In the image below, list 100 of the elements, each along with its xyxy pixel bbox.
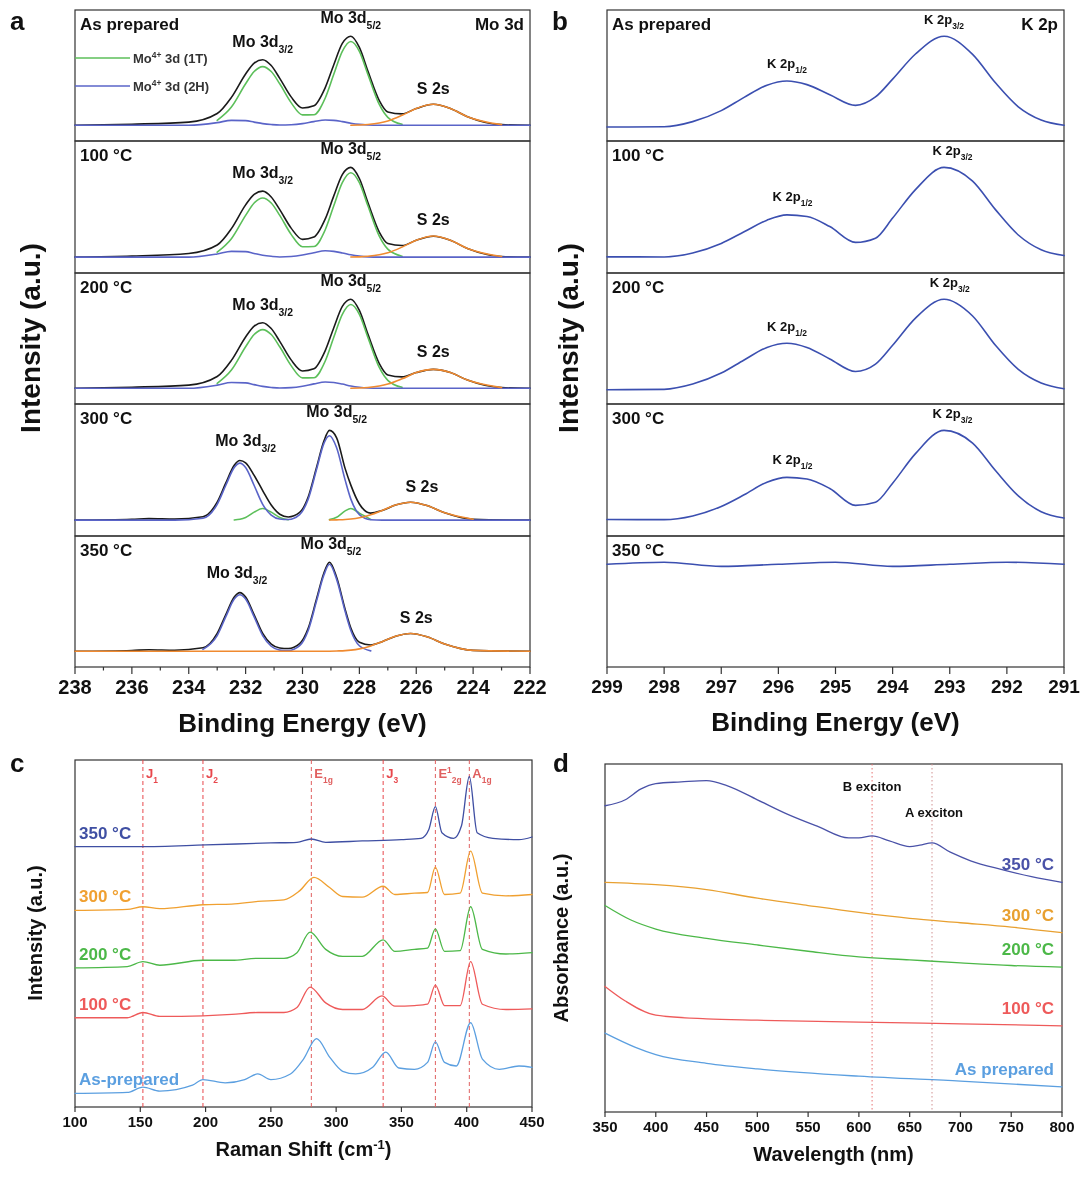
- annotation: S 2s: [416, 342, 450, 360]
- text: b: [552, 6, 568, 36]
- legend-label: Mo$^{4+}$ 3d (2H): [133, 78, 210, 94]
- annotation: Mo 3d$_{5/2}$: [300, 534, 362, 557]
- x-tick-label: 350: [388, 1113, 414, 1130]
- series-label: 300 °C: [79, 887, 132, 907]
- annotation: S 2s: [416, 211, 450, 229]
- chart-title: 100 °C: [80, 146, 133, 165]
- annotation: S 2s: [405, 477, 439, 495]
- ref-line-label: A$_{1g}$: [472, 766, 492, 785]
- ref-line-label: J$_{1}$: [145, 766, 159, 785]
- annotation: K 2p$_{1/2}$: [767, 55, 808, 75]
- x-axis-title: Raman Shift (cm$^{-1}$): [215, 1136, 392, 1160]
- x-tick-label: 350: [592, 1118, 618, 1135]
- text: K 2p: [1021, 15, 1058, 34]
- x-tick-label: 250: [258, 1113, 284, 1130]
- ref-line-label: J$_{3}$: [386, 766, 399, 785]
- text: a: [10, 6, 25, 36]
- annotation: S 2s: [416, 79, 450, 97]
- series-label: 350 °C: [79, 823, 132, 843]
- annotation: S 2s: [399, 608, 433, 626]
- annotation: Mo 3d$_{3/2}$: [232, 163, 294, 186]
- x-tick-label: 230: [285, 676, 320, 698]
- x-tick-label: 222: [513, 676, 547, 698]
- chart-title: 300 °C: [80, 409, 133, 428]
- chart-title: 350 °C: [612, 541, 665, 560]
- y-axis-title: Intensity (a.u.): [553, 243, 584, 433]
- y-axis-title: Intensity (a.u.): [15, 243, 46, 433]
- series-label: As prepared: [954, 1059, 1054, 1079]
- series-label: 350 °C: [1001, 855, 1054, 875]
- x-axis-title: Wavelength (nm): [753, 1143, 914, 1165]
- legend-label: Mo$^{4+}$ 3d (1T): [133, 50, 208, 66]
- x-tick-label: 298: [648, 676, 680, 697]
- x-axis-title: Binding Energy (eV): [178, 707, 427, 738]
- x-tick-label: 650: [897, 1118, 923, 1135]
- x-tick-label: 600: [846, 1118, 872, 1135]
- x-tick-label: 150: [127, 1113, 153, 1130]
- text: K 2p$_{3/2}$: [924, 11, 965, 31]
- series-label: 100 °C: [79, 994, 132, 1014]
- x-tick-label: 224: [456, 676, 491, 698]
- x-tick-label: 297: [705, 676, 738, 697]
- y-axis-title: Absorbance (a.u.): [550, 853, 572, 1023]
- series-label: 200 °C: [79, 944, 132, 964]
- chart-title: 200 °C: [612, 278, 665, 297]
- text: Mo 3d: [474, 15, 524, 34]
- x-tick-label: 296: [762, 676, 795, 697]
- x-tick-label: 500: [744, 1118, 770, 1135]
- x-tick-label: 291: [1048, 676, 1081, 697]
- ref-line-label: E$_{1g}$: [314, 766, 333, 785]
- annotation: Mo 3d$_{3/2}$: [232, 295, 294, 318]
- text: d: [553, 748, 569, 778]
- text: K 2p$_{3/2}$: [929, 274, 971, 294]
- x-tick-label: 295: [819, 676, 852, 697]
- annotation: Mo 3d$_{3/2}$: [232, 32, 294, 55]
- text: K 2p$_{3/2}$: [932, 405, 973, 425]
- annotation: B exciton: [842, 778, 902, 794]
- series-label: As-prepared: [79, 1070, 180, 1090]
- x-tick-label: 450: [694, 1118, 720, 1135]
- x-tick-label: 294: [876, 676, 909, 697]
- ref-line-label: J$_{2}$: [205, 766, 219, 785]
- series-label: 300 °C: [1001, 905, 1054, 925]
- x-tick-label: 200: [193, 1113, 219, 1130]
- series-label: 200 °C: [1001, 940, 1054, 960]
- annotation: Mo 3d$_{5/2}$: [306, 402, 368, 425]
- y-axis-title: Intensity (a.u.): [24, 865, 46, 1001]
- annotation: Mo 3d$_{5/2}$: [320, 139, 382, 162]
- x-tick-label: 292: [991, 676, 1023, 697]
- x-tick-label: 234: [172, 676, 207, 698]
- x-tick-label: 400: [643, 1118, 669, 1135]
- chart-title: 100 °C: [612, 146, 665, 165]
- annotation: K 2p$_{1/2}$: [772, 189, 813, 209]
- chart-title: 300 °C: [612, 409, 665, 428]
- x-tick-label: 232: [228, 676, 263, 698]
- x-axis-title: Binding Energy (eV): [711, 706, 960, 737]
- annotation: K 2p$_{1/2}$: [772, 452, 813, 472]
- x-tick-label: 226: [399, 676, 433, 698]
- text: Mo 3d$_{5/2}$: [320, 8, 382, 31]
- chart-title: 350 °C: [80, 541, 133, 560]
- chart-title: As prepared: [80, 15, 180, 34]
- x-tick-label: 750: [998, 1118, 1024, 1135]
- x-tick-label: 300: [323, 1113, 349, 1130]
- x-tick-label: 293: [933, 676, 966, 697]
- annotation: A exciton: [905, 805, 964, 821]
- x-tick-label: 299: [591, 676, 623, 697]
- x-tick-label: 400: [454, 1113, 480, 1130]
- x-tick-label: 800: [1049, 1118, 1075, 1135]
- annotation: Mo 3d$_{3/2}$: [215, 432, 277, 454]
- chart-title: As prepared: [612, 15, 712, 34]
- series-label: 100 °C: [1001, 998, 1054, 1018]
- x-tick-label: 100: [62, 1113, 88, 1130]
- x-tick-label: 700: [947, 1118, 973, 1135]
- text: K 2p$_{3/2}$: [932, 142, 973, 162]
- x-tick-label: 550: [795, 1118, 821, 1135]
- annotation: Mo 3d$_{3/2}$: [206, 563, 268, 586]
- text: c: [10, 748, 25, 778]
- annotation: K 2p$_{1/2}$: [767, 318, 808, 338]
- x-tick-label: 238: [58, 676, 92, 698]
- x-tick-label: 236: [115, 676, 149, 698]
- x-tick-label: 450: [519, 1113, 545, 1130]
- x-tick-label: 228: [342, 676, 377, 698]
